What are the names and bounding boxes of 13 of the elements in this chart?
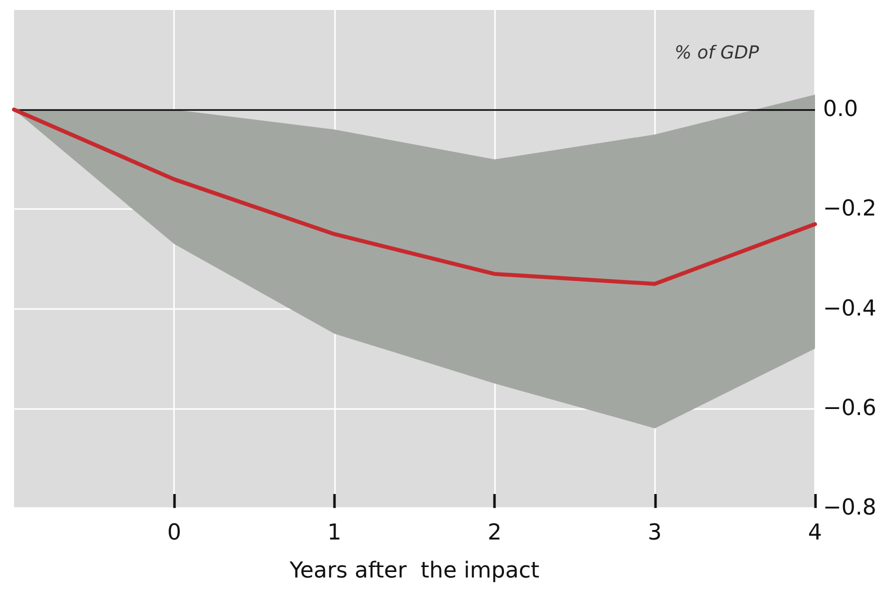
y-tick-label: 0.0 — [823, 97, 858, 122]
y-tick-label: −0.6 — [823, 396, 876, 421]
y-axis-title: % of GDP — [674, 42, 760, 64]
x-tick-label: 0 — [167, 520, 182, 546]
y-tick-label: −0.4 — [823, 296, 876, 322]
x-tick-label: 2 — [488, 520, 502, 546]
x-axis-title: Years after the impact — [288, 558, 540, 584]
y-tick-label: −0.8 — [823, 496, 876, 520]
x-tick-label: 3 — [648, 520, 662, 546]
x-tick-label: 4 — [808, 520, 822, 546]
x-tick-label: 1 — [327, 520, 342, 546]
y-tick-label: −0.2 — [823, 196, 876, 222]
line-series — [12, 108, 817, 286]
